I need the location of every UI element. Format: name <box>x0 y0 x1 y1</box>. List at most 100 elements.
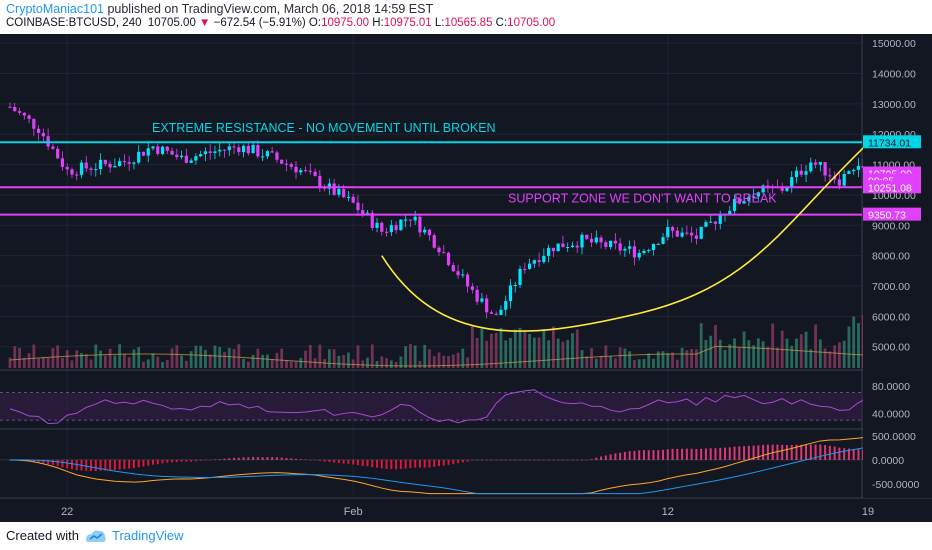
macd-histogram-bar <box>94 459 97 472</box>
macd-histogram-bar <box>304 459 307 461</box>
macd-histogram-bar <box>685 448 688 460</box>
candle-body <box>675 230 679 237</box>
candle-body <box>313 171 317 176</box>
volume-bar <box>184 360 188 368</box>
volume-bar <box>37 358 40 368</box>
candle-body <box>661 237 665 244</box>
candle-body <box>203 151 208 155</box>
candle-body <box>208 151 212 153</box>
macd-histogram-bar <box>99 459 102 471</box>
volume-bar <box>580 350 584 368</box>
macd-histogram-bar <box>171 459 174 463</box>
volume-bar <box>418 360 422 368</box>
volume-bar <box>70 360 74 368</box>
volume-bar <box>785 338 789 368</box>
chart-area[interactable]: EXTREME RESISTANCE - NO MOVEMENT UNTIL B… <box>0 34 932 522</box>
macd-histogram-bar <box>590 459 593 460</box>
macd-histogram-bar <box>733 446 736 460</box>
volume-bar <box>232 349 236 368</box>
candle-body <box>351 196 355 203</box>
volume-bar <box>380 356 384 368</box>
candle-body <box>232 146 236 148</box>
volume-bar <box>737 347 741 368</box>
macd-histogram-bar <box>709 448 712 460</box>
candle-body <box>184 155 188 163</box>
candle-body <box>656 243 660 245</box>
macd-histogram-bar <box>561 459 564 461</box>
volume-bar <box>213 345 217 368</box>
candle-body <box>780 187 784 191</box>
candle-body <box>485 298 489 313</box>
macd-histogram-bar <box>271 457 274 460</box>
candle-body <box>842 173 846 186</box>
candle-body <box>17 111 22 113</box>
volume-bar <box>842 340 846 368</box>
volume-bar <box>556 338 560 368</box>
tradingview-brand-link[interactable]: TradingView <box>112 528 184 543</box>
volume-bar <box>332 349 336 368</box>
macd-histogram-bar <box>32 459 35 462</box>
price-axis-background <box>863 34 932 498</box>
candle-body <box>537 260 541 262</box>
macd-histogram-bar <box>704 448 707 460</box>
macd-histogram-bar <box>809 444 812 460</box>
candle-body <box>551 247 555 252</box>
candle-body <box>189 160 193 163</box>
volume-bar <box>771 323 775 368</box>
macd-histogram-bar <box>237 457 240 460</box>
candle-body <box>399 219 403 231</box>
candle-body <box>32 118 36 129</box>
price-change: −672.54 (−5.91%) <box>213 17 306 29</box>
candle-body <box>613 240 617 244</box>
candle-body <box>713 221 718 224</box>
macd-histogram-bar <box>581 459 583 461</box>
macd-histogram-bar <box>538 459 541 461</box>
macd-histogram-bar <box>256 457 259 460</box>
macd-histogram-bar <box>676 448 679 460</box>
rsi-band <box>0 392 862 421</box>
candle-body <box>461 274 465 276</box>
candle-body <box>570 245 575 247</box>
high-value: 10975.01 <box>383 17 432 29</box>
volume-bar <box>594 358 598 368</box>
volume-bar <box>590 348 593 368</box>
macd-histogram-bar <box>542 459 545 461</box>
candle-body <box>747 196 751 201</box>
volume-bar <box>809 349 813 368</box>
macd-histogram-bar <box>180 459 183 462</box>
candle-body <box>56 148 60 159</box>
volume-bar <box>8 357 12 368</box>
candle-body <box>389 225 393 233</box>
volume-bar <box>137 347 141 368</box>
volume-bar <box>628 351 632 368</box>
macd-histogram-bar <box>414 459 417 468</box>
candle-body <box>790 177 794 187</box>
price-chart[interactable]: EXTREME RESISTANCE - NO MOVEMENT UNTIL B… <box>0 34 932 522</box>
macd-histogram-bar <box>309 459 312 461</box>
volume-bar <box>275 352 279 368</box>
volume-bar <box>585 356 589 368</box>
macd-histogram-bar <box>438 459 440 467</box>
rsi-tick-label: 80.0000 <box>872 381 910 393</box>
symbol-label[interactable]: COINBASE:BTCUSD, 240 <box>6 17 142 29</box>
macd-histogram-bar <box>805 444 808 460</box>
volume-bar <box>313 358 317 368</box>
macd-histogram-bar <box>109 459 112 471</box>
author-link[interactable]: CryptoManiac101 <box>6 2 104 16</box>
candle-body <box>261 156 265 158</box>
candle-body <box>170 150 174 155</box>
candle-body <box>761 185 765 193</box>
macd-histogram-bar <box>619 452 622 460</box>
volume-bar <box>389 360 393 368</box>
volume-bar <box>413 345 417 368</box>
volume-bar <box>723 349 727 368</box>
macd-histogram-bar <box>628 451 631 460</box>
volume-bar <box>823 348 827 368</box>
macd-histogram-bar <box>800 444 803 460</box>
macd-histogram-bar <box>499 459 502 461</box>
volume-bar <box>537 337 541 368</box>
volume-bar <box>742 331 746 368</box>
volume-bar <box>752 345 755 368</box>
candle-body <box>618 243 622 251</box>
macd-histogram-bar <box>442 459 445 466</box>
